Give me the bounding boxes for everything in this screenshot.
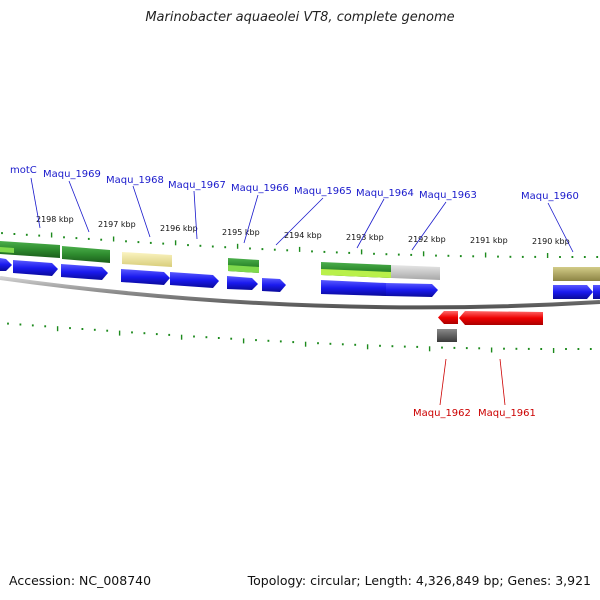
- gene-label[interactable]: motC: [10, 165, 37, 176]
- feature-bar: [321, 269, 391, 278]
- tick-label: 2191 kbp: [470, 236, 508, 245]
- cds-arrow: [321, 280, 391, 296]
- leader-line: [243, 194, 259, 244]
- leader-line: [132, 185, 151, 238]
- gene-label[interactable]: Maqu_1962: [413, 408, 471, 419]
- gene-label[interactable]: Maqu_1966: [231, 183, 289, 194]
- tick-label: 2194 kbp: [284, 231, 322, 240]
- cds-arrow: [262, 278, 286, 292]
- tick-labels: 2198 kbp 2197 kbp 2196 kbp 2195 kbp 2194…: [36, 215, 570, 246]
- tick-label: 2192 kbp: [408, 235, 446, 244]
- reverse-gene-labels: Maqu_1962 Maqu_1961: [413, 358, 536, 419]
- gene-label[interactable]: Maqu_1963: [419, 190, 477, 201]
- tick-label: 2195 kbp: [222, 228, 260, 237]
- feature-track: [0, 241, 600, 281]
- tick-label: 2198 kbp: [36, 215, 74, 224]
- feature-bar: [62, 246, 110, 263]
- tick-label: 2193 kbp: [346, 233, 384, 242]
- cds-arrow: [121, 269, 170, 285]
- leader-line: [30, 177, 41, 229]
- tick-label: 2196 kbp: [160, 224, 198, 233]
- leader-line: [275, 197, 324, 246]
- upper-tick-row: [1, 232, 599, 258]
- cds-arrow: [227, 276, 258, 290]
- cds-arrow-reverse: [459, 311, 543, 325]
- gene-label[interactable]: Maqu_1968: [106, 175, 164, 186]
- tick-label: 2190 kbp: [532, 237, 570, 246]
- feature-bar: [228, 265, 259, 273]
- forward-cds-track: [0, 258, 600, 299]
- feature-bar: [122, 252, 172, 267]
- tick-label: 2197 kbp: [98, 220, 136, 229]
- cds-arrow: [170, 272, 219, 288]
- feature-bar: [553, 267, 600, 281]
- gene-label[interactable]: Maqu_1961: [478, 408, 536, 419]
- feature-bar: [437, 329, 457, 342]
- cds-arrow: [0, 258, 12, 271]
- gene-label[interactable]: Maqu_1969: [43, 169, 101, 180]
- lower-tick-row: [7, 322, 592, 353]
- reverse-cds-track: [437, 311, 543, 342]
- cds-arrow: [13, 260, 58, 276]
- genome-summary: Topology: circular; Length: 4,326,849 bp…: [247, 573, 591, 588]
- cds-arrow: [553, 285, 593, 299]
- cds-arrow-reverse: [438, 311, 458, 324]
- leader-line: [68, 180, 90, 233]
- gene-label[interactable]: Maqu_1965: [294, 186, 352, 197]
- leader-line: [499, 358, 506, 406]
- feature-bar: [391, 265, 440, 280]
- forward-gene-labels: motC Maqu_1969 Maqu_1968 Maqu_1967 Maqu_…: [10, 165, 579, 253]
- gene-label[interactable]: Maqu_1964: [356, 188, 414, 199]
- cds-arrow: [593, 285, 600, 299]
- gene-label[interactable]: Maqu_1967: [168, 180, 226, 191]
- feature-bar: [0, 241, 60, 258]
- leader-line: [411, 201, 447, 251]
- genome-backbone: [0, 276, 600, 310]
- leader-line: [193, 190, 198, 240]
- accession-label: Accession: NC_008740: [9, 573, 152, 588]
- feature-bar: [0, 247, 14, 253]
- leader-line: [547, 202, 574, 253]
- cds-arrow: [61, 264, 108, 280]
- leader-line: [356, 198, 385, 249]
- genome-title: Marinobacter aquaeolei VT8, complete gen…: [145, 10, 455, 25]
- leader-line: [439, 358, 447, 406]
- gene-label[interactable]: Maqu_1960: [521, 191, 579, 202]
- cds-arrow: [386, 283, 438, 297]
